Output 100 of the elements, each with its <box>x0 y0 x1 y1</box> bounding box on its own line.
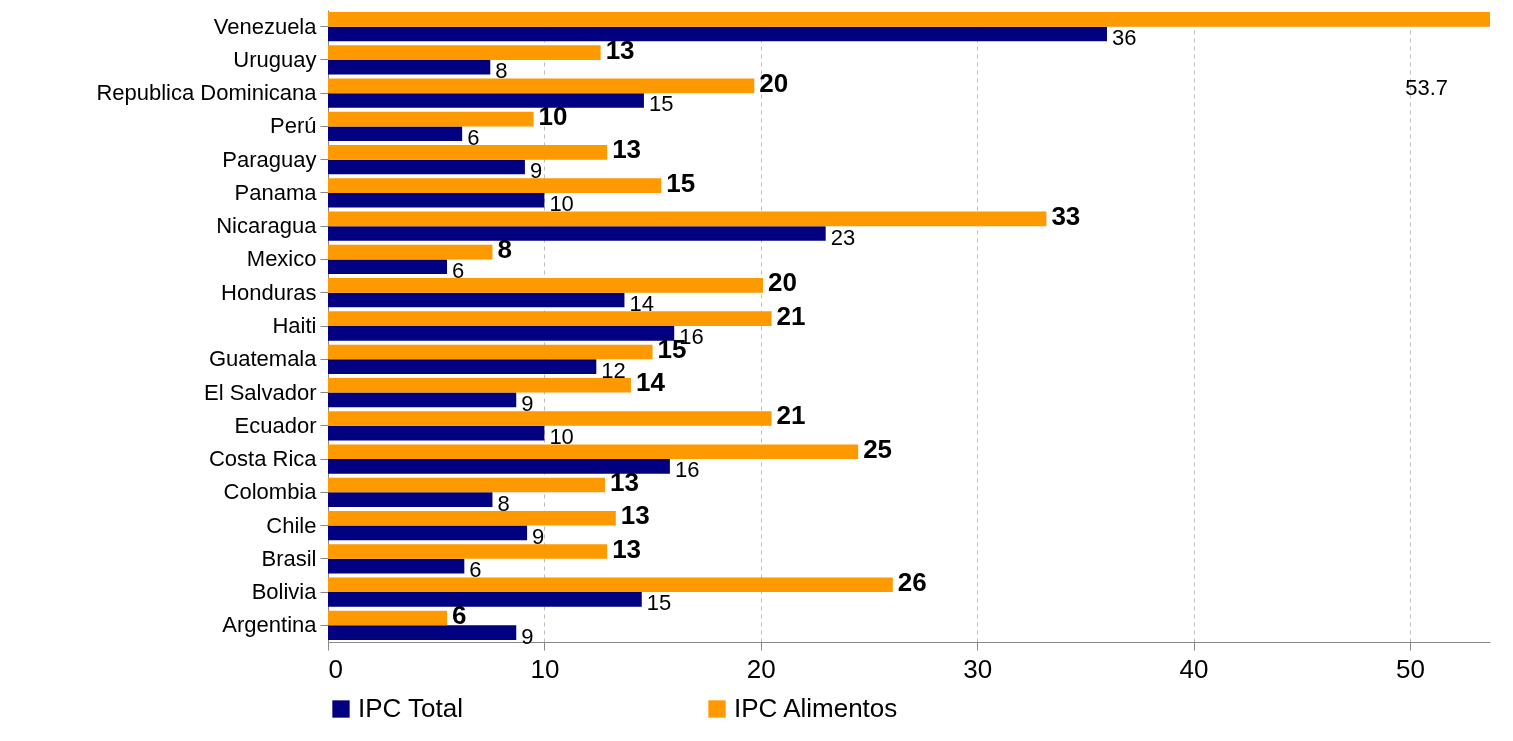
data-label: 13 <box>612 533 642 564</box>
bar <box>328 425 545 441</box>
data-label: 15 <box>646 590 672 616</box>
data-label: 6 <box>452 257 465 283</box>
bar <box>328 26 1107 42</box>
bar <box>328 610 448 626</box>
y-tick-label: Perú <box>270 113 317 139</box>
bar <box>328 311 772 326</box>
bar <box>328 592 642 607</box>
data-label: 10 <box>549 424 574 450</box>
data-label: 13 <box>612 134 642 165</box>
bar <box>328 259 448 275</box>
bar <box>328 392 517 408</box>
data-label: 20 <box>759 67 789 98</box>
data-label: 25 <box>863 433 893 464</box>
data-label: 8 <box>495 58 508 84</box>
bar <box>328 178 662 193</box>
bar <box>328 625 517 640</box>
data-label: 16 <box>674 457 700 483</box>
y-tick-label: Bolivia <box>251 579 318 605</box>
data-label: 9 <box>521 390 534 416</box>
data-label: 13 <box>609 467 639 497</box>
data-label: 21 <box>776 300 806 331</box>
y-tick-label: Republica Dominicana <box>96 80 318 106</box>
data-label: 33 <box>1051 200 1081 231</box>
bar <box>328 359 597 374</box>
x-tick-label: 40 <box>1179 653 1209 684</box>
x-tick-label: 20 <box>746 653 776 684</box>
y-tick-label: Guatemala <box>208 346 318 372</box>
data-label: 8 <box>497 490 510 516</box>
legend-label: IPC Total <box>358 693 464 723</box>
bar <box>328 78 755 94</box>
bar <box>328 111 534 127</box>
bar <box>328 344 653 360</box>
bar <box>328 444 859 460</box>
x-tick-label: 0 <box>328 653 343 684</box>
data-label: 10 <box>538 101 568 132</box>
y-tick-label: Chile <box>266 512 317 538</box>
bar <box>328 159 525 175</box>
bar <box>328 544 608 559</box>
bar <box>328 45 601 60</box>
bar <box>328 477 605 493</box>
bar <box>328 292 625 308</box>
y-tick-label: Haiti <box>272 313 317 338</box>
y-tick-label: Mexico <box>246 246 317 272</box>
bar <box>328 525 528 541</box>
data-label: 26 <box>897 566 927 597</box>
y-tick-label: Honduras <box>221 279 317 305</box>
y-tick-label: Argentina <box>222 612 318 638</box>
data-label: 20 <box>767 267 797 298</box>
y-tick-label: Panama <box>234 179 318 205</box>
data-label: 10 <box>549 191 574 217</box>
data-label: 23 <box>830 224 856 250</box>
bar <box>328 244 493 260</box>
bar <box>328 226 826 241</box>
bar <box>328 192 545 208</box>
data-label: 9 <box>521 623 534 649</box>
bar <box>328 211 1047 227</box>
data-label: 13 <box>605 34 635 65</box>
bar <box>328 12 1490 27</box>
data-label: 6 <box>452 600 467 631</box>
bar <box>328 126 463 142</box>
y-tick-label: Ecuador <box>234 412 317 438</box>
bar <box>328 411 772 426</box>
y-tick-label: Uruguay <box>233 46 317 72</box>
data-label: 6 <box>469 557 482 583</box>
data-label: 21 <box>776 400 806 431</box>
data-label: 6 <box>467 124 480 150</box>
bar <box>328 459 670 474</box>
data-label: 14 <box>635 367 666 398</box>
bar <box>328 492 493 507</box>
bar <box>328 326 675 341</box>
y-tick-label: Venezuela <box>213 13 318 39</box>
data-label: 8 <box>497 234 512 265</box>
x-tick-label: 30 <box>963 653 993 684</box>
bar <box>328 558 465 574</box>
bar <box>328 145 608 160</box>
data-label: 9 <box>532 523 545 549</box>
bar <box>328 510 616 526</box>
x-tick-label: 50 <box>1395 653 1425 684</box>
data-label: 12 <box>601 357 626 383</box>
data-label: 15 <box>648 91 674 117</box>
data-label: 14 <box>629 291 654 317</box>
data-label: 9 <box>529 158 543 183</box>
data-label: 13 <box>620 500 650 531</box>
bar <box>328 59 491 75</box>
bar <box>328 577 893 593</box>
y-tick-label: El Salvador <box>203 379 317 405</box>
x-tick-label: 10 <box>530 653 560 684</box>
bar <box>328 93 644 108</box>
legend-label: IPC Alimentos <box>734 693 898 723</box>
y-tick-label: Paraguay <box>222 146 317 172</box>
annotation: 53.7 <box>1405 75 1448 100</box>
data-label: 15 <box>666 167 696 198</box>
y-tick-label: Brasil <box>261 545 317 571</box>
data-label: 36 <box>1111 24 1137 50</box>
y-tick-label: Nicaragua <box>216 213 318 239</box>
y-tick-label: Colombia <box>223 479 318 505</box>
y-tick-label: Costa Rica <box>208 446 318 472</box>
bar <box>328 278 763 293</box>
